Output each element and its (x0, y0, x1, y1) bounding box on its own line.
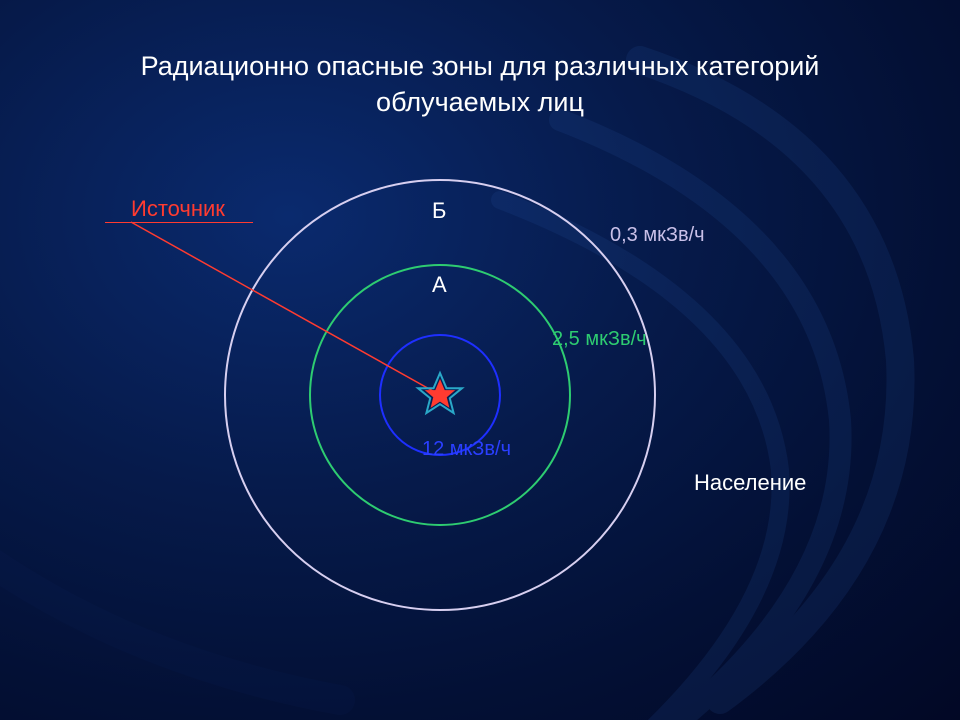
slide: Радиационно опасные зоны для различных к… (0, 0, 960, 720)
dose-mid-label: 2,5 мкЗв/ч (552, 328, 647, 351)
population-label: Население (694, 470, 806, 496)
zone-b-label: Б (432, 198, 446, 224)
source-leader-line (131, 222, 440, 395)
dose-inner-label: 12 мкЗв/ч (422, 438, 511, 461)
source-label: Источник (131, 196, 225, 222)
zones-diagram (0, 0, 960, 720)
dose-outer-label: 0,3 мкЗв/ч (610, 224, 705, 247)
zone-a-label: А (432, 272, 447, 298)
star-icon (418, 373, 462, 413)
source-underline (105, 222, 253, 223)
